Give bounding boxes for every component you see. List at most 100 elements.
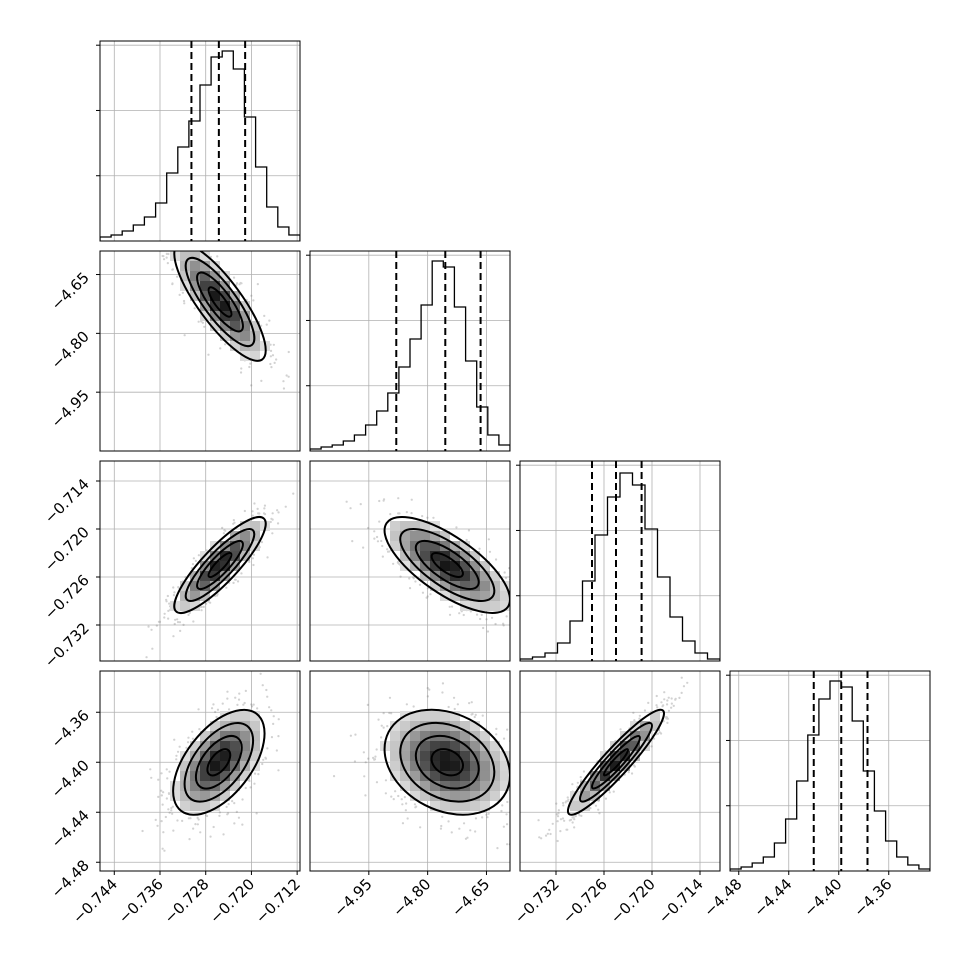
density-cell — [460, 791, 470, 801]
density-cell — [230, 771, 240, 781]
density-cell — [250, 711, 260, 721]
density-cell — [180, 271, 190, 281]
density-cell — [480, 751, 490, 761]
density-cell — [210, 311, 220, 321]
density-cell — [410, 521, 420, 531]
density-cell — [230, 561, 240, 571]
marginal-histogram-0 — [100, 50, 300, 241]
density-cell — [200, 771, 210, 781]
density-cell — [460, 541, 470, 551]
density-cell — [250, 521, 260, 531]
contour-level-3 — [173, 251, 267, 362]
density-cell — [250, 741, 260, 751]
density-cell — [170, 791, 180, 801]
density-cell — [450, 791, 460, 801]
density-cell — [220, 541, 230, 551]
joint-content-0 — [100, 251, 300, 451]
density-cell — [240, 741, 250, 751]
density-cell — [250, 721, 260, 731]
density-cell — [250, 751, 260, 761]
density-cell — [460, 761, 470, 771]
density-cell — [410, 741, 420, 751]
density-cell — [500, 761, 510, 771]
density-cell — [420, 791, 430, 801]
density-cell — [480, 761, 490, 771]
joint-content-5 — [520, 671, 720, 871]
density-cell — [200, 251, 210, 261]
density-cell — [210, 791, 220, 801]
density-cell — [210, 261, 220, 271]
density-cell — [420, 521, 430, 531]
density-cell — [200, 761, 210, 771]
marginal-frame-3 — [729, 670, 931, 872]
contour-level-3 — [383, 708, 510, 816]
joint-frame-0-2 — [99, 460, 301, 662]
marginal-panel-2 — [516, 460, 721, 662]
density-cell — [410, 781, 420, 791]
density-cell — [500, 601, 510, 611]
density-cell — [450, 741, 460, 751]
density-cell — [450, 731, 460, 741]
density-cell — [430, 741, 440, 751]
contour-level-2 — [578, 721, 653, 803]
density-cell — [180, 761, 190, 771]
density-cell — [220, 291, 230, 301]
density-cell — [250, 321, 260, 331]
density-cell — [440, 801, 450, 811]
density-cell — [440, 531, 450, 541]
density-cell — [240, 731, 250, 741]
density-cell — [420, 541, 430, 551]
density-cell — [240, 521, 250, 531]
density-cell — [430, 551, 440, 561]
density-cell — [480, 601, 490, 611]
density-cell — [220, 741, 230, 751]
density-cell — [440, 751, 450, 761]
density-cell — [200, 271, 210, 281]
density-cell — [460, 571, 470, 581]
contour-level-1 — [414, 734, 480, 790]
density-cell — [240, 531, 250, 541]
density-cell — [480, 561, 490, 571]
density-cell — [430, 531, 440, 541]
density-cell — [250, 541, 260, 551]
density-cell — [190, 581, 200, 591]
density-cell — [190, 801, 200, 811]
density-cell — [490, 571, 500, 581]
contour-level-3 — [566, 708, 665, 816]
density-cell — [220, 771, 230, 781]
density-cell — [490, 741, 500, 751]
contour-level-2 — [183, 721, 255, 803]
joint-frame-2-3 — [519, 670, 721, 872]
density-cell — [650, 711, 660, 721]
density-cell — [400, 751, 410, 761]
density-cell — [480, 571, 490, 581]
density-cell — [240, 301, 250, 311]
density-cell — [410, 711, 420, 721]
density-cell — [430, 781, 440, 791]
density-cell — [430, 711, 440, 721]
density-cell — [480, 781, 490, 791]
contour-level-1 — [196, 271, 244, 333]
density-cell — [240, 331, 250, 341]
density-cell — [450, 561, 460, 571]
density-cell — [460, 751, 470, 761]
density-cell — [500, 581, 510, 591]
density-cell — [240, 311, 250, 321]
contour-level-1 — [590, 735, 641, 790]
density-cell — [210, 761, 220, 771]
density-cell — [500, 771, 510, 781]
density-cell — [570, 791, 580, 801]
density-cell — [240, 321, 250, 331]
joint-scatter-points — [145, 492, 295, 659]
density-cell — [650, 721, 660, 731]
density-cell — [610, 751, 620, 761]
density-cell — [200, 731, 210, 741]
density-cell — [430, 571, 440, 581]
density-cell — [200, 751, 210, 761]
density-cell — [410, 771, 420, 781]
density-cell — [460, 581, 470, 591]
density-cell — [420, 551, 430, 561]
joint-content-3 — [100, 671, 300, 871]
density-cell — [460, 551, 470, 561]
density-cell — [200, 581, 210, 591]
